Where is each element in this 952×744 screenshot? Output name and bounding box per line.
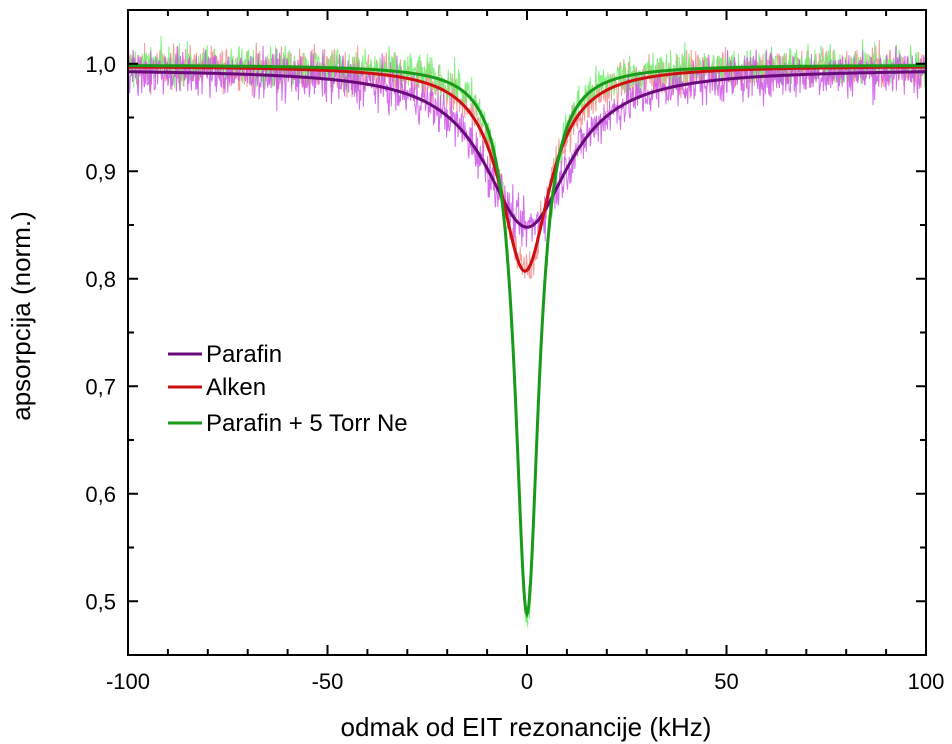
y-axis-title: apsorpcija (norm.) [6,211,36,421]
legend-label: Parafin + 5 Torr Ne [206,410,408,437]
y-tick-label: 1,0 [85,52,116,77]
x-axis-title: odmak od EIT rezonancije (kHz) [341,712,712,742]
y-tick-label: 0,5 [85,589,116,614]
x-tick-label: -50 [312,669,344,694]
legend-label: Parafin [206,341,282,368]
x-tick-label: 100 [908,669,945,694]
legend: Parafin Alken Parafin + 5 Torr Ne [168,341,408,437]
fit-curve-alken [128,65,926,273]
y-tick-label: 0,7 [85,374,116,399]
y-tick-label: 0,8 [85,267,116,292]
legend-label: Alken [206,374,266,401]
plot-frame [127,9,927,656]
y-tick-label: 0,6 [85,482,116,507]
noisy-data-parafin-5-torr-ne [127,36,927,628]
x-tick-label: 0 [521,669,533,694]
x-tick-label: -100 [106,669,150,694]
axis-ticks: -100 -50 0 50 100 0,5 0,6 0,7 0,8 0,9 1,0 [85,9,945,694]
fit-curve-parafin [128,70,926,229]
x-tick-label: 50 [714,669,738,694]
fit-curves-layer [128,64,926,619]
noisy-data-layer [127,36,927,628]
fit-curve-parafin-5-torr-ne [128,64,926,619]
y-tick-label: 0,9 [85,159,116,184]
